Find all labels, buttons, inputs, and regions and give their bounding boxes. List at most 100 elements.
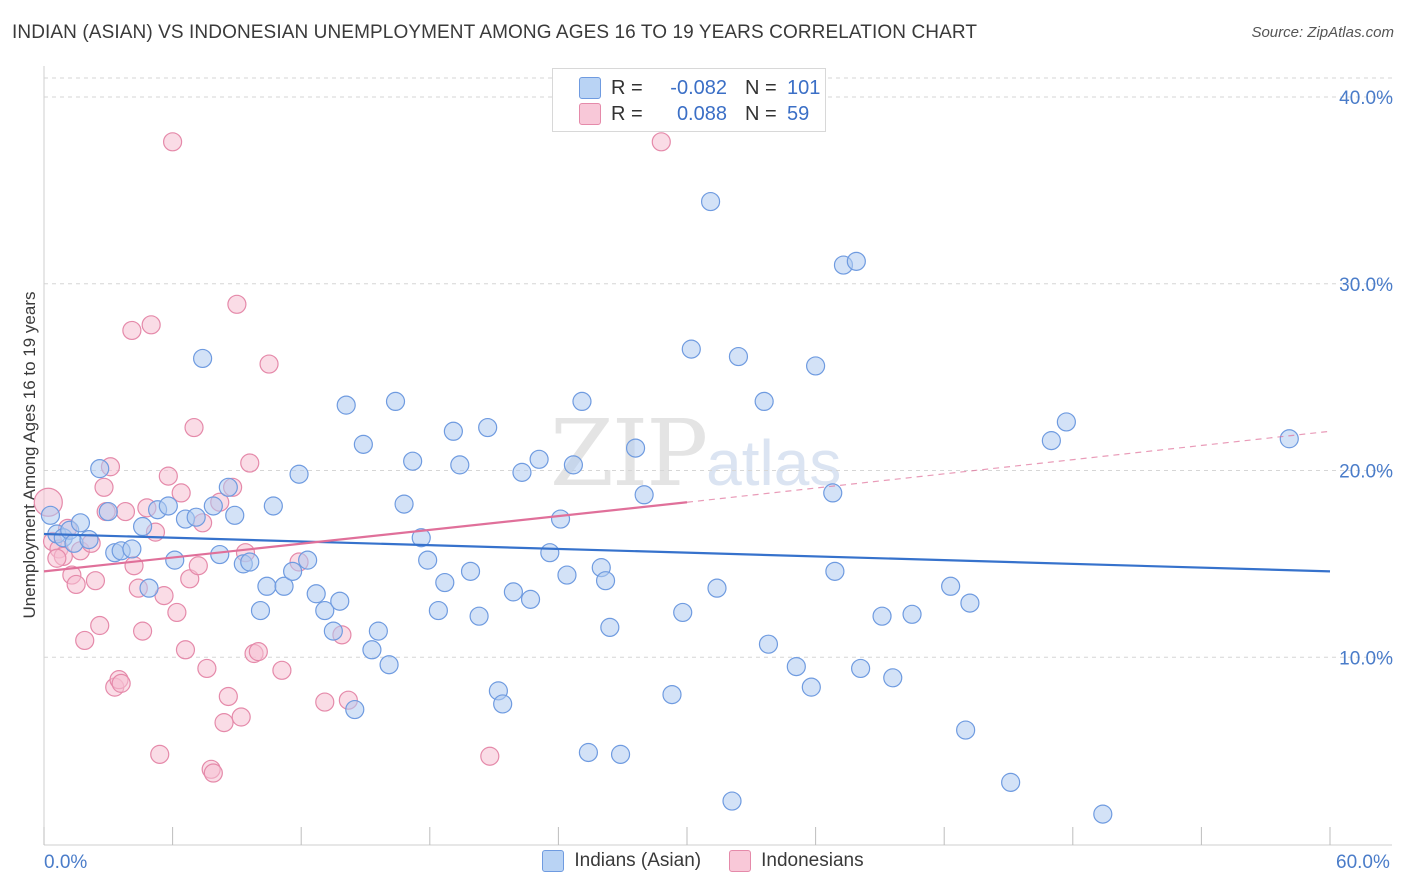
indians-point	[625, 438, 646, 458]
indians-trend-line	[43, 532, 1331, 573]
indonesians-point	[214, 713, 234, 733]
indians-point	[786, 656, 806, 677]
indonesians-point	[315, 692, 335, 712]
indonesians-point	[141, 315, 161, 335]
indians-point	[825, 561, 845, 581]
indians-point	[1041, 431, 1061, 451]
legend-item-indonesians[interactable]: Indonesians	[729, 850, 864, 872]
indians-point	[257, 576, 277, 596]
indians-point	[403, 451, 423, 471]
indians-point	[700, 191, 721, 212]
indonesians-point	[227, 294, 247, 314]
legend-label-indonesians: Indonesians	[761, 850, 864, 871]
indians-point	[139, 578, 159, 598]
indians-point	[610, 744, 631, 764]
indonesians-point	[240, 453, 260, 473]
pink-swatch-icon	[579, 103, 601, 125]
stats-r-value-indonesians: 0.088	[676, 102, 727, 125]
indians-point	[225, 505, 245, 525]
indians-point	[210, 544, 230, 565]
indians-point	[323, 621, 343, 641]
indians-point	[330, 591, 350, 611]
indonesians-point	[171, 483, 191, 503]
blue-swatch-icon	[542, 850, 565, 872]
indonesians-point	[47, 548, 67, 568]
indonesians-point	[272, 660, 292, 680]
stats-n-label: N =	[745, 102, 777, 125]
indians-point	[872, 606, 892, 626]
indians-point	[662, 684, 682, 705]
indians-point	[823, 483, 843, 503]
indians-point	[758, 634, 779, 654]
indians-point	[1001, 772, 1021, 792]
y-tick-label: 40.0%	[1339, 88, 1393, 109]
indians-point	[754, 391, 774, 412]
indonesians-point	[188, 556, 208, 576]
indonesians-trend-line	[43, 501, 688, 573]
indians-point	[578, 742, 599, 763]
indians-point	[70, 513, 91, 533]
indians-point	[902, 604, 922, 624]
indians-point	[345, 699, 365, 720]
indians-point	[165, 550, 185, 570]
indonesians-point	[651, 132, 671, 152]
y-tick-label: 10.0%	[1339, 648, 1393, 669]
indians-point	[298, 550, 318, 570]
pink-swatch-icon	[729, 850, 752, 872]
indians-point	[478, 417, 498, 438]
source-label: Source: ZipAtlas.com	[1251, 24, 1394, 41]
indians-point	[557, 565, 577, 585]
indians-point	[435, 572, 455, 593]
indonesians-point	[175, 640, 196, 660]
indonesians-point	[259, 354, 279, 374]
indonesians-point	[197, 658, 217, 679]
blue-swatch-icon	[579, 77, 601, 99]
indians-point	[529, 449, 549, 469]
indonesians-point	[203, 763, 223, 783]
stats-n-value-indians: 101	[787, 76, 821, 99]
indians-point	[90, 459, 110, 479]
stats-r-label: R =	[611, 76, 643, 99]
indians-point	[98, 501, 118, 522]
indians-point	[503, 582, 523, 602]
watermark-atlas: atlas	[706, 427, 842, 499]
indians-point	[728, 346, 749, 367]
indians-point	[428, 600, 448, 621]
y-tick-label: 30.0%	[1339, 275, 1393, 296]
indians-point	[353, 434, 373, 454]
indians-point	[263, 496, 283, 516]
indians-point	[289, 464, 309, 484]
indians-point	[883, 668, 903, 688]
indians-point	[132, 516, 153, 537]
legend-item-indians[interactable]: Indians (Asian)	[542, 850, 701, 872]
indians-point	[79, 529, 99, 550]
stats-r-value-indians: -0.082	[670, 76, 727, 99]
indians-point	[186, 507, 206, 527]
indians-point	[540, 543, 560, 563]
indians-point	[336, 395, 356, 415]
indonesians-point	[115, 501, 136, 522]
stats-legend-box: R = -0.082 N = 101 R = 0.088 N = 59	[552, 68, 826, 132]
indians-point	[1093, 804, 1113, 824]
indians-point	[315, 600, 335, 621]
chart-title: INDIAN (ASIAN) VS INDONESIAN UNEMPLOYMEN…	[12, 22, 978, 43]
indians-point	[306, 584, 326, 604]
indians-point	[512, 462, 532, 482]
indians-point	[122, 539, 142, 559]
indonesians-point	[132, 621, 153, 641]
indians-point	[218, 477, 238, 497]
indians-point	[443, 421, 463, 441]
indonesians-point	[111, 673, 131, 693]
indians-point	[411, 528, 431, 548]
indians-point	[673, 602, 693, 623]
indonesians-point	[480, 746, 500, 766]
indians-point	[846, 251, 866, 271]
indonesians-point	[167, 602, 187, 623]
stats-r-label: R =	[611, 102, 643, 125]
indians-point	[158, 496, 178, 516]
indians-point	[722, 791, 742, 811]
indians-point	[250, 600, 271, 621]
indonesians-point	[231, 707, 251, 727]
indonesians-point	[163, 132, 183, 152]
